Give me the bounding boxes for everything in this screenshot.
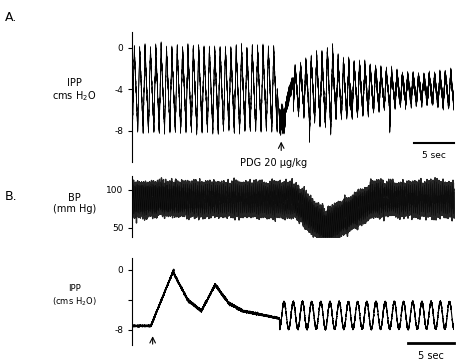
Text: 5 sec: 5 sec <box>422 151 446 160</box>
Text: 5 sec: 5 sec <box>418 351 444 359</box>
Text: IPP
(cms H$_2$O): IPP (cms H$_2$O) <box>52 284 97 308</box>
Text: A.: A. <box>5 11 17 24</box>
Text: B.: B. <box>5 190 18 203</box>
Text: PDG 20 μg/kg: PDG 20 μg/kg <box>240 158 307 168</box>
Text: BP
(mm Hg): BP (mm Hg) <box>53 192 96 214</box>
Text: IPP
cms H$_2$O: IPP cms H$_2$O <box>53 78 96 103</box>
